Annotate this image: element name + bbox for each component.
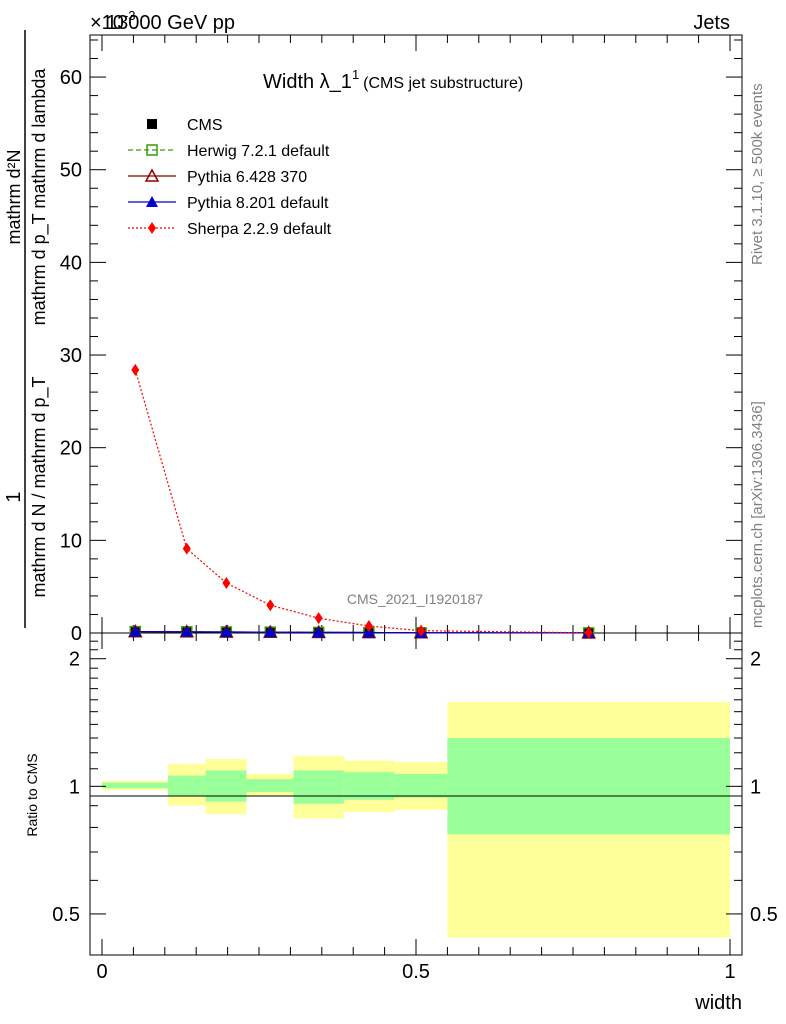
band-inner-bin <box>343 772 395 800</box>
legend-entry: Herwig 7.2.1 default <box>128 143 330 160</box>
legend-title: Width λ_11(CMS jet substructure) <box>263 67 523 93</box>
band-inner-bin <box>293 770 344 804</box>
legend-label: Sherpa 2.2.9 default <box>187 221 332 238</box>
legend-entry: Pythia 8.201 default <box>128 195 329 212</box>
y-tick-label-main: 60 <box>60 67 82 89</box>
legend-marker <box>146 144 158 156</box>
legend-marker <box>147 119 157 129</box>
data-point <box>266 599 275 612</box>
header-left: 13000 GeV pp <box>106 12 235 34</box>
y-tick-label-ratio-right: 0.5 <box>750 904 778 926</box>
data-point <box>364 620 373 633</box>
axis-ticks <box>90 35 742 955</box>
y-tick-label-ratio: 1 <box>69 776 80 798</box>
legend-label: Herwig 7.2.1 default <box>187 143 330 160</box>
y-tick-label-main: 10 <box>60 530 82 552</box>
mcplots-label: mcplots.cern.ch [arXiv:1306.3436] <box>749 401 766 628</box>
y-tick-label-ratio-right: 2 <box>750 649 761 671</box>
y-tick-label-ratio: 0.5 <box>52 904 80 926</box>
exponent-label: ×10-3 <box>90 8 136 34</box>
legend-entry: CMS <box>147 117 223 134</box>
y-tick-label-main: 20 <box>60 438 82 460</box>
data-point <box>180 625 193 637</box>
legend-label: Pythia 6.428 370 <box>187 169 307 186</box>
y-tick-label-main: 30 <box>60 345 82 367</box>
data-point <box>314 612 323 625</box>
data-point <box>417 624 426 637</box>
legend-marker <box>146 196 158 207</box>
data-point <box>312 626 325 638</box>
band-inner-bin <box>102 782 168 789</box>
legend-marker <box>144 168 160 182</box>
data-point <box>182 542 191 555</box>
ratio-band-inner <box>102 738 730 835</box>
x-tick-label: 0.5 <box>402 961 430 983</box>
legend: Width λ_11(CMS jet substructure) CMS Herw… <box>128 67 523 238</box>
band-inner-bin <box>246 779 294 792</box>
series-line <box>134 369 589 634</box>
data-point <box>131 363 140 376</box>
band-inner-bin <box>205 770 247 802</box>
y-tick-label-ratio: 2 <box>69 649 80 671</box>
y-tick-label-ratio-right: 1 <box>750 776 761 798</box>
header-right: Jets <box>693 12 730 34</box>
y-label-main-num: mathrm d²N <box>4 149 24 244</box>
legend-entries: CMS Herwig 7.2.1 default Pythia 6.428 370 P… <box>128 117 332 238</box>
y-tick-label-main: 0 <box>71 623 82 645</box>
legend-entry: Pythia 6.428 370 <box>128 168 307 186</box>
x-tick-label: 0 <box>96 961 107 983</box>
band-inner-bin <box>394 773 448 798</box>
series-4 <box>131 363 593 639</box>
y-tick-label-main: 50 <box>60 160 82 182</box>
data-point <box>129 625 142 637</box>
y-label-norm-num: 1 <box>3 491 25 502</box>
series-group <box>128 363 596 639</box>
rivet-label: Rivet 3.1.10, ≥ 500k events <box>749 83 766 265</box>
data-point <box>220 625 233 637</box>
x-axis-label: width <box>694 992 742 1014</box>
legend-label: CMS <box>187 117 223 134</box>
y-axis-label-main: 1 mathrm d N / mathrm d p_T mathrm d²N m… <box>3 30 50 628</box>
legend-label: Pythia 8.201 default <box>187 195 329 212</box>
y-axis-label-ratio: Ratio to CMS <box>24 753 40 836</box>
x-tick-label: 1 <box>724 961 735 983</box>
legend-marker <box>148 222 156 234</box>
y-label-norm-den: mathrm d N / mathrm d p_T <box>29 376 50 597</box>
y-tick-label-main: 40 <box>60 252 82 274</box>
data-point <box>264 626 277 638</box>
data-point <box>222 576 231 589</box>
band-inner-bin <box>167 775 206 796</box>
legend-entry: Sherpa 2.2.9 default <box>128 221 332 238</box>
band-inner-bin <box>447 738 730 835</box>
data-point <box>584 626 593 639</box>
y-label-main-den: mathrm d p_T mathrm d lambda <box>29 68 50 326</box>
analysis-watermark: CMS_2021_I1920187 <box>347 591 483 607</box>
series-line <box>135 631 589 634</box>
